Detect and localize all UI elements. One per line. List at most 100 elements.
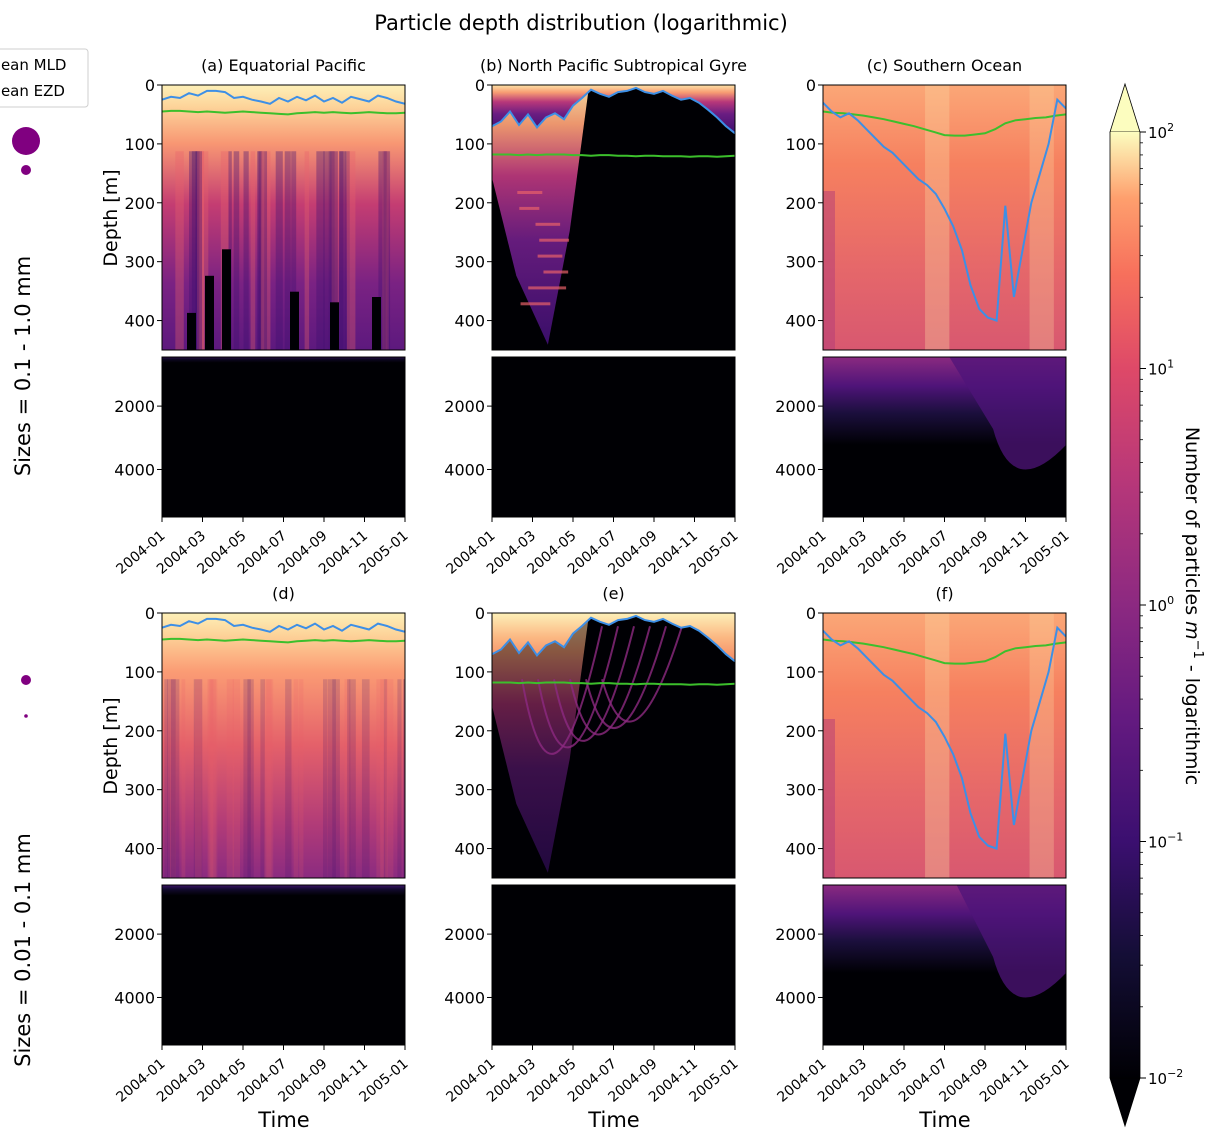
y-tick-label: 200 <box>785 722 816 741</box>
legend-frame <box>0 48 89 108</box>
y-tick-label: 0 <box>475 76 485 95</box>
y-tick-label: 2000 <box>444 925 485 944</box>
panel-lines <box>492 614 735 686</box>
colorbar-extend-max <box>1109 82 1141 133</box>
y-tick-label: 100 <box>454 663 485 682</box>
colorbar-label-exp: −1 <box>1190 640 1205 659</box>
panel-4 <box>162 613 405 1045</box>
y-tick-label: 200 <box>454 194 485 213</box>
y-tick-label: 0 <box>806 604 816 623</box>
y-tick-label: 200 <box>124 722 155 741</box>
colorbar-tick-label: 10−2 <box>1148 1067 1183 1088</box>
y-tick-label: 400 <box>124 312 155 331</box>
colorbar-label-suffix: - logarithmic <box>1181 659 1203 785</box>
legend-label-ezd: Mean EZD <box>0 82 65 100</box>
panel-upper-heatmap <box>162 85 405 350</box>
panel-upper-frame <box>491 84 736 351</box>
panel-lower-heatmap <box>162 357 405 517</box>
colorbar-tick-label: 100 <box>1148 594 1174 615</box>
y-tick-label: 300 <box>124 253 155 272</box>
y-tick-label: 300 <box>124 781 155 800</box>
y-tick-label: 400 <box>454 312 485 331</box>
x-axis-label-col3: Time <box>918 1108 970 1130</box>
panel-upper-heatmap <box>823 85 1066 350</box>
size-marker-small-row2 <box>24 714 28 718</box>
legend: Mean MLD Mean EZD <box>0 48 89 108</box>
x-axis-label-col2: Time <box>587 1108 639 1130</box>
panel-lower-heatmap <box>492 885 735 1045</box>
y-tick-label: 2000 <box>775 925 816 944</box>
panel-lower-heatmap <box>492 357 735 517</box>
y-tick-label: 2000 <box>444 397 485 416</box>
y-tick-label: 100 <box>124 135 155 154</box>
y-tick-label: 0 <box>145 604 155 623</box>
ezd-line <box>492 153 735 158</box>
colorbar-tick-label: 10−1 <box>1148 831 1183 852</box>
y-axis-label-row2: Depth [m] <box>100 697 122 794</box>
y-tick-label: 300 <box>454 253 485 272</box>
panel-upper-frame <box>491 612 736 879</box>
colorbar-ticks: 102 101 100 10−1 10−2 <box>1140 121 1183 1088</box>
ezd-line <box>162 637 405 644</box>
panel-title: (c) Southern Ocean <box>867 56 1022 75</box>
colorbar-label: Number of particles m−1 - logarithmic <box>1181 427 1205 785</box>
y-tick-label: 300 <box>454 781 485 800</box>
x-axis-label-col1: Time <box>257 1108 309 1130</box>
y-tick-label: 2000 <box>114 925 155 944</box>
panel-lines <box>162 617 405 644</box>
ezd-line <box>823 110 1066 137</box>
panel-upper-frame <box>161 612 406 879</box>
y-tick-label: 400 <box>454 840 485 859</box>
panels-layer <box>162 85 1066 1045</box>
panel-lines <box>823 625 1066 850</box>
panel-title: (e) <box>602 584 624 603</box>
colorbar-label-m: m <box>1181 621 1203 640</box>
mld-line <box>162 617 405 633</box>
colorbar-bar <box>1110 132 1140 1078</box>
y-tick-label: 400 <box>785 312 816 331</box>
panel-2 <box>492 85 735 517</box>
panel-lines <box>823 97 1066 322</box>
y-tick-label: 4000 <box>775 460 816 479</box>
ezd-line <box>492 681 735 686</box>
panel-5 <box>492 613 735 1045</box>
panel-3 <box>823 85 1066 517</box>
y-tick-label: 100 <box>785 663 816 682</box>
y-tick-label: 4000 <box>444 988 485 1007</box>
panel-upper-frame <box>161 84 406 351</box>
y-tick-label: 100 <box>785 135 816 154</box>
y-tick-label: 4000 <box>444 460 485 479</box>
y-tick-label: 300 <box>785 253 816 272</box>
panel-upper-heatmap <box>492 613 735 878</box>
figure-title: Particle depth distribution (logarithmic… <box>374 11 788 35</box>
size-marker-large-row1 <box>12 127 40 155</box>
panel-upper-heatmap <box>162 613 405 878</box>
size-marker-large-row2 <box>21 675 31 685</box>
lines-layer <box>162 86 1066 850</box>
colorbar-label-prefix: Number of particles <box>1181 427 1203 621</box>
y-tick-label: 0 <box>145 76 155 95</box>
mld-line <box>162 89 405 105</box>
panel-title: (d) <box>272 584 295 603</box>
panel-title: (b) North Pacific Subtropical Gyre <box>480 56 747 75</box>
ezd-line <box>823 638 1066 665</box>
legend-label-mld: Mean MLD <box>0 56 67 74</box>
y-tick-label: 0 <box>475 604 485 623</box>
colorbar-tick-label: 101 <box>1148 358 1174 379</box>
panel-upper-heatmap <box>492 85 735 350</box>
y-axis-label-row1: Depth [m] <box>100 169 122 266</box>
mld-line <box>492 614 735 663</box>
colorbar-extend-min <box>1109 1077 1141 1128</box>
panel-upper-frame <box>822 84 1067 351</box>
y-tick-label: 4000 <box>775 988 816 1007</box>
y-tick-label: 400 <box>785 840 816 859</box>
panel-lines <box>492 86 735 158</box>
y-tick-label: 100 <box>124 663 155 682</box>
y-tick-label: 2000 <box>775 397 816 416</box>
y-tick-label: 300 <box>785 781 816 800</box>
y-tick-label: 200 <box>124 194 155 213</box>
size-marker-small-row1 <box>21 165 31 175</box>
row-label-2: Sizes = 0.01 - 0.1 mm <box>11 833 35 1067</box>
